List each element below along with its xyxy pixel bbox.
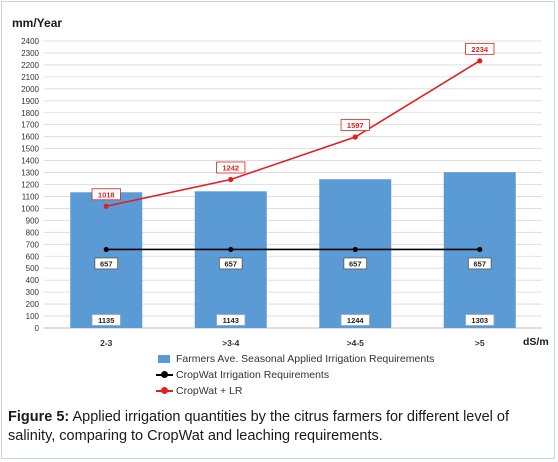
y-tick-label: 100 — [26, 312, 40, 321]
x-tick-label: >3-4 — [222, 338, 240, 348]
y-tick-label: 2200 — [21, 61, 39, 70]
bar-data-label-box — [91, 314, 121, 326]
bar-data-label: 1135 — [98, 316, 114, 325]
series-point — [352, 246, 358, 253]
series-point — [477, 246, 483, 253]
line-data-label-box — [343, 257, 368, 270]
y-tick-label: 1100 — [22, 192, 40, 201]
y-tick-label: 400 — [26, 276, 40, 285]
line-data-label: 657 — [349, 259, 362, 268]
x-tick-label: >5 — [475, 338, 485, 348]
x-tick-label: >4-5 — [347, 338, 365, 348]
legend-swatch-farmers — [158, 355, 170, 363]
line-data-label-box — [340, 119, 370, 131]
y-tick-label: 1900 — [21, 97, 39, 106]
y-tick-label: 2100 — [21, 73, 39, 82]
y-tick-label: 0 — [35, 324, 40, 333]
y-tick-label: 500 — [26, 264, 40, 273]
series-point — [103, 203, 109, 209]
series-point — [228, 246, 234, 253]
y-tick-label: 600 — [26, 252, 40, 261]
y-tick-label: 1500 — [21, 145, 39, 154]
y-tick-label: 800 — [26, 228, 40, 237]
y-tick-label: 1300 — [21, 169, 39, 178]
y-tick-label: 1800 — [21, 109, 39, 118]
bar-data-label-box — [465, 314, 495, 326]
series-line — [106, 60, 481, 208]
line-data-label-box — [218, 257, 243, 270]
series-point — [352, 134, 358, 140]
legend-label-cropwat: CropWat Irrigation Requirements — [176, 369, 330, 381]
legend-label-cropwat-lr: CropWat + LR — [176, 385, 243, 397]
y-tick-label: 2000 — [21, 85, 39, 94]
legend-marker-cropwat-lr — [161, 387, 168, 394]
caption-label: Figure 5: — [8, 409, 70, 425]
legend-label-farmers: Farmers Ave. Seasonal Applied Irrigation… — [176, 353, 435, 365]
bar-data-label: 1143 — [223, 316, 239, 325]
y-tick-label: 700 — [26, 240, 40, 249]
y-tick-label: 2300 — [21, 49, 39, 58]
series-point — [103, 246, 109, 253]
y-tick-label: 1700 — [21, 121, 39, 130]
line-data-label-box — [91, 188, 121, 201]
y-tick-label: 1400 — [21, 157, 39, 166]
line-data-label: 2234 — [471, 45, 489, 54]
y-tick-label: 1000 — [21, 204, 39, 213]
series-point — [477, 58, 483, 64]
legend-item-cropwat: CropWat Irrigation Requirements — [156, 367, 434, 383]
line-data-label-box — [94, 257, 119, 270]
line-data-label: 657 — [473, 259, 486, 268]
line-data-label-box — [216, 161, 246, 174]
caption-text: Applied irrigation quantities by the cit… — [8, 409, 510, 444]
y-axis-title: mm/Year — [12, 16, 62, 30]
legend-item-cropwat-lr: CropWat + LR — [156, 383, 434, 399]
line-data-label: 657 — [100, 259, 113, 268]
legend: Farmers Ave. Seasonal Applied Irrigation… — [156, 351, 434, 399]
figure-caption: Figure 5: Applied irrigation quantities … — [8, 408, 548, 446]
line-data-label-box — [465, 42, 495, 55]
chart: mm/Year dS/m 1135 1143 1244 1303 657 657 657 65… — [12, 16, 549, 348]
line-data-label: 1242 — [222, 163, 239, 172]
line-data-label: 1018 — [98, 190, 115, 199]
line-data-label: 1597 — [347, 121, 364, 130]
y-tick-label: 200 — [26, 300, 40, 309]
legend-item-farmers: Farmers Ave. Seasonal Applied Irrigation… — [156, 351, 434, 367]
y-tick-label: 2400 — [21, 37, 39, 46]
bar — [319, 179, 392, 328]
bar-data-label: 1303 — [471, 316, 488, 325]
y-tick-label: 1200 — [21, 181, 39, 190]
bar-data-label: 1244 — [347, 316, 365, 325]
legend-marker-cropwat — [161, 371, 168, 378]
x-axis-title: dS/m — [523, 336, 549, 348]
line-data-label: 657 — [224, 259, 237, 268]
series-point — [228, 176, 234, 183]
x-tick-label: 2-3 — [100, 338, 113, 348]
y-tick-label: 1600 — [21, 133, 39, 142]
y-tick-label: 300 — [26, 288, 40, 297]
y-tick-label: 900 — [26, 216, 40, 225]
bar-data-label-box — [216, 314, 246, 326]
line-data-label-box — [467, 257, 492, 270]
bar-data-label-box — [340, 314, 370, 326]
